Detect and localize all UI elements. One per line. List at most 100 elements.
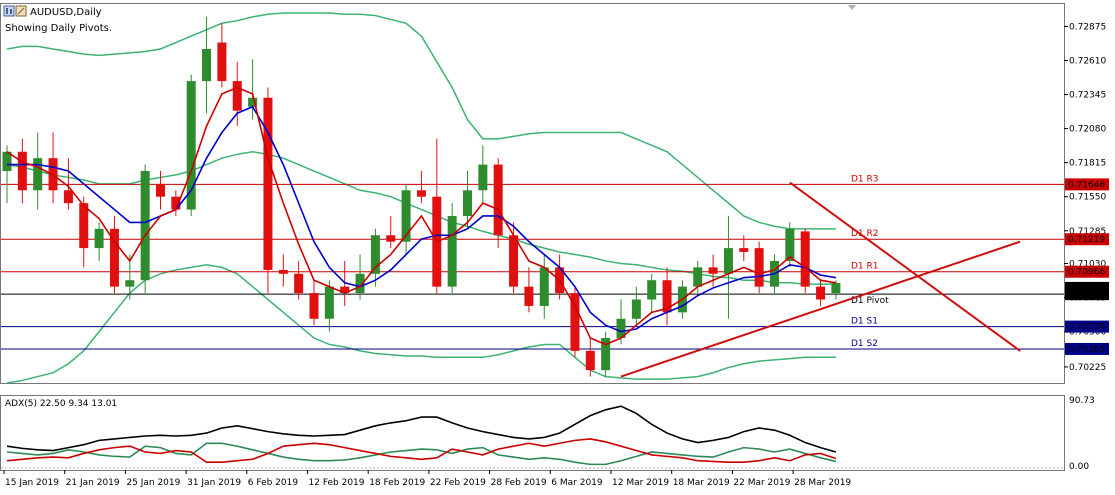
time-tick-label: 28 Mar 2019 xyxy=(794,478,851,488)
time-tick-label: 18 Mar 2019 xyxy=(673,478,730,488)
price-tick-label: 0.71815 xyxy=(1069,159,1106,169)
candle-body xyxy=(447,215,457,287)
candle-body xyxy=(463,190,472,216)
candle-body xyxy=(94,228,104,249)
price-tick-label: 0.71285 xyxy=(1069,227,1106,237)
price-tick-label: 0.72080 xyxy=(1069,125,1106,135)
time-tick-label: 12 Feb 2019 xyxy=(309,478,365,488)
candle-body xyxy=(324,286,334,319)
pivot-value-label: 0.70539 xyxy=(1068,323,1105,333)
adx-panel-frame xyxy=(0,395,1065,471)
candle-body xyxy=(79,203,89,249)
pivot-label: D1 Pivot xyxy=(851,296,889,306)
candle-body xyxy=(693,267,703,287)
candle-body xyxy=(186,81,196,210)
price-tick-label: 0.70225 xyxy=(1069,363,1106,373)
candle-body xyxy=(416,190,426,197)
pivot-label: D1 R2 xyxy=(851,229,879,239)
candle-body xyxy=(570,293,580,351)
candle-body xyxy=(723,248,733,274)
candle-body xyxy=(754,248,764,287)
candle-body xyxy=(217,42,227,82)
candle-body xyxy=(340,286,350,294)
adx-main-line xyxy=(6,405,837,453)
price-tick-label: 0.72345 xyxy=(1069,91,1106,101)
price-tick-label: 0.72875 xyxy=(1069,22,1106,32)
pivot-value-tag xyxy=(1065,265,1109,278)
pivot-value-label: 0.71219 xyxy=(1068,235,1105,245)
pivot-value-tag xyxy=(1065,178,1109,191)
time-tick-label: 12 Mar 2019 xyxy=(612,478,669,488)
symbol-icon[interactable] xyxy=(3,5,15,17)
candle-body xyxy=(401,190,411,242)
pivots-subtitle: Showing Daily Pivots. xyxy=(5,23,112,34)
price-tick-label: 0.71550 xyxy=(1069,193,1106,203)
candle-body xyxy=(109,228,119,287)
candle-body xyxy=(493,164,503,236)
candle-body xyxy=(478,164,488,191)
pivot-value-tag xyxy=(1065,320,1109,333)
candle-body xyxy=(386,235,396,242)
candle-body xyxy=(524,286,534,306)
pivot-label: D1 R1 xyxy=(851,262,879,272)
time-tick-label: 25 Jan 2019 xyxy=(126,478,180,488)
current-price-label: 0.70792 xyxy=(1068,290,1105,300)
candle-body xyxy=(800,231,810,287)
candle-body xyxy=(156,183,165,197)
time-tick-label: 31 Jan 2019 xyxy=(187,478,241,488)
pivot-label: D1 R3 xyxy=(851,174,879,184)
candle-body xyxy=(662,280,672,313)
time-tick-label: 22 Mar 2019 xyxy=(733,478,790,488)
time-tick-label: 18 Feb 2019 xyxy=(369,478,425,488)
candle-body xyxy=(33,158,43,191)
candle-body xyxy=(785,228,795,261)
candle-body xyxy=(232,81,242,111)
candle-body xyxy=(616,318,626,339)
time-tick-label: 6 Feb 2019 xyxy=(248,478,299,488)
pivot-value-tag xyxy=(1065,342,1109,355)
symbol-title: AUDUSD,Daily xyxy=(30,7,102,18)
candle-body xyxy=(278,269,288,274)
candle-body xyxy=(140,171,150,281)
candle-body xyxy=(739,248,749,252)
candle-body xyxy=(816,286,826,300)
ma-fast-line xyxy=(6,86,837,346)
candle-body xyxy=(370,235,380,274)
candle-body xyxy=(601,338,611,371)
candle-body xyxy=(202,48,212,82)
time-tick-label: 15 Jan 2019 xyxy=(5,478,59,488)
main-chart-frame xyxy=(0,3,1065,384)
ma-slow-line xyxy=(7,105,837,333)
chart-type-icon[interactable] xyxy=(15,5,27,17)
adx-plus-di-line xyxy=(6,442,837,466)
candle-body xyxy=(509,235,519,287)
candle-body xyxy=(831,282,841,294)
adx-tick-label: 0.00 xyxy=(1069,462,1089,472)
time-tick-label: 22 Feb 2019 xyxy=(430,478,486,488)
price-tick-label: 0.70500 xyxy=(1069,328,1106,338)
pivot-label: D1 S1 xyxy=(851,317,878,327)
trendline xyxy=(789,181,1021,352)
candle-body xyxy=(708,267,718,274)
price-tick-label: 0.72610 xyxy=(1069,57,1106,67)
current-price-tag xyxy=(1065,288,1109,301)
collapse-arrow-icon[interactable] xyxy=(848,5,856,10)
candle-body xyxy=(355,273,365,294)
pivot-value-label: 0.71646 xyxy=(1068,180,1105,190)
adx-title: ADX(5) 22.50 9.34 13.01 xyxy=(5,399,117,409)
candle-body xyxy=(2,151,12,172)
candle-body xyxy=(248,97,258,107)
time-tick-label: 6 Mar 2019 xyxy=(551,478,603,488)
candle-body xyxy=(125,280,135,287)
trendline xyxy=(620,240,1021,378)
time-tick-label: 21 Jan 2019 xyxy=(66,478,120,488)
candle-body xyxy=(631,299,641,319)
candle-body xyxy=(585,350,595,371)
time-tick-label: 28 Feb 2019 xyxy=(491,478,547,488)
candle-body xyxy=(17,151,27,191)
candle-body xyxy=(263,97,273,270)
bollinger-upper-line xyxy=(6,12,836,230)
adx-minus-di-line xyxy=(6,438,837,463)
pivot-value-label: 0.70966 xyxy=(1068,268,1105,278)
